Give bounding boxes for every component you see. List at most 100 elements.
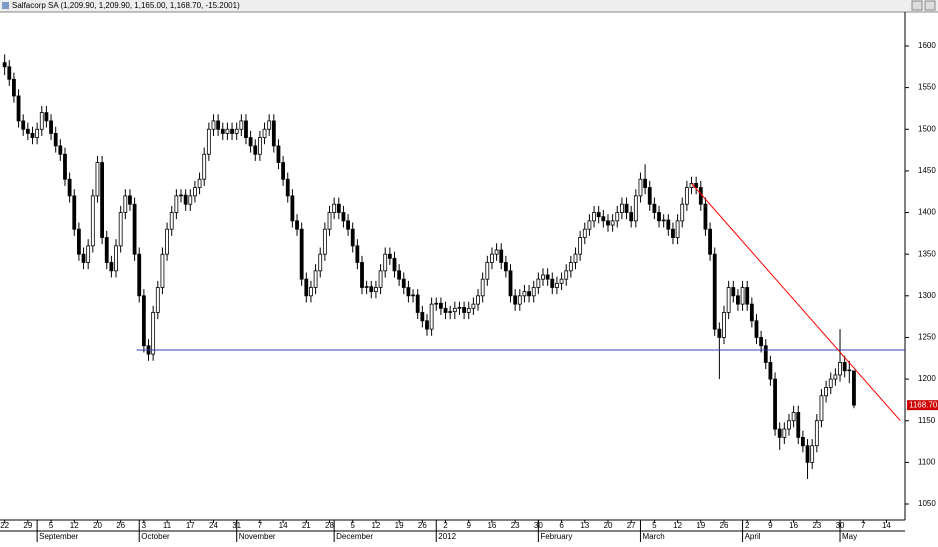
candle-body	[420, 312, 425, 322]
candle-body	[271, 120, 276, 147]
candle-body	[759, 337, 764, 347]
candle-body	[378, 270, 383, 288]
x-tick-label: 29	[23, 521, 32, 530]
candle-body	[141, 295, 146, 347]
candle-body	[364, 286, 369, 288]
candle-body	[114, 245, 118, 272]
candle-body	[564, 270, 569, 280]
x-tick-label: 16	[789, 521, 798, 530]
candle-body	[800, 436, 805, 447]
candle-body	[494, 249, 499, 255]
candle-body	[225, 128, 230, 134]
min-button[interactable]	[911, 0, 923, 11]
candle-body	[740, 287, 745, 305]
x-tick-label: 16	[487, 521, 496, 530]
candle-body	[281, 162, 286, 180]
candle-body	[30, 133, 35, 138]
month-label: December	[336, 532, 373, 541]
close-button[interactable]	[924, 0, 936, 11]
candle-body	[290, 195, 295, 222]
candle-body	[2, 62, 7, 68]
candle-body	[104, 237, 109, 263]
candle-body	[276, 145, 281, 163]
candle-body	[118, 212, 123, 247]
candle-body	[763, 345, 768, 363]
x-tick-label: 23	[812, 521, 821, 530]
candle-body	[578, 237, 583, 255]
candle-body	[513, 295, 518, 305]
candle-body	[573, 253, 578, 263]
candle-body	[346, 220, 350, 230]
month-label: 2012	[438, 532, 456, 541]
x-tick-label: 26	[116, 521, 125, 530]
candle-body	[606, 220, 610, 226]
candle-body	[485, 262, 490, 280]
candle-body	[745, 287, 750, 305]
x-tick-label: 19	[395, 521, 404, 530]
y-tick-label: 1250	[918, 333, 936, 342]
x-tick-label: 22	[0, 521, 9, 530]
x-tick-label: 12	[70, 521, 79, 530]
candle-body	[327, 212, 332, 230]
candle-body	[12, 78, 16, 97]
x-tick-label: 27	[627, 521, 636, 530]
candle-body	[285, 178, 290, 197]
candle-body	[527, 291, 531, 297]
candle-body	[383, 253, 388, 272]
x-tick-label: 5	[350, 521, 355, 530]
candle-body	[452, 307, 457, 313]
candle-body	[202, 153, 207, 180]
candle-body	[58, 145, 63, 155]
candle-body	[852, 370, 856, 406]
candle-body	[100, 162, 105, 238]
candle-body	[624, 203, 629, 213]
candle-body	[777, 428, 782, 438]
candle-body	[188, 195, 193, 205]
candle-body	[332, 203, 337, 213]
candle-body	[754, 320, 759, 338]
candle-body	[16, 95, 21, 122]
candle-body	[39, 112, 44, 130]
candle-body	[193, 187, 197, 197]
candle-body	[360, 262, 364, 288]
trend-line	[691, 183, 901, 422]
candle-body	[768, 362, 773, 380]
candle-body	[248, 137, 253, 147]
candle-body	[220, 128, 225, 134]
candle-body	[615, 212, 620, 222]
x-tick-label: 14	[882, 521, 891, 530]
candle-body	[810, 445, 815, 463]
candle-body	[72, 195, 77, 230]
y-tick-label: 1200	[918, 374, 936, 383]
title-bar	[0, 0, 938, 12]
x-tick-label: 19	[696, 521, 705, 530]
candle-body	[842, 362, 847, 372]
candle-body	[67, 178, 72, 197]
candle-body	[369, 286, 374, 293]
candle-body	[304, 278, 309, 297]
candle-body	[341, 212, 346, 222]
candle-body	[25, 128, 30, 134]
candle-body	[787, 420, 791, 430]
candle-body	[503, 262, 508, 272]
x-tick-label: 20	[604, 521, 613, 530]
candle-body	[838, 362, 842, 376]
candle-body	[35, 128, 40, 138]
candle-body	[197, 178, 202, 188]
candle-body	[230, 128, 234, 134]
candle-body	[791, 412, 796, 422]
candle-body	[374, 287, 378, 293]
candle-body	[350, 228, 355, 247]
candle-body	[415, 294, 420, 313]
x-tick-label: 21	[302, 521, 311, 530]
candle-body	[559, 278, 564, 284]
candle-body	[7, 66, 12, 80]
candle-body	[610, 220, 615, 226]
x-tick-label: 7	[861, 521, 866, 530]
candle-body	[629, 212, 634, 222]
candle-body	[253, 145, 258, 155]
x-tick-label: 28	[325, 521, 334, 530]
y-tick-label: 1550	[918, 83, 936, 92]
candle-body	[318, 253, 323, 272]
candle-body	[601, 216, 606, 222]
